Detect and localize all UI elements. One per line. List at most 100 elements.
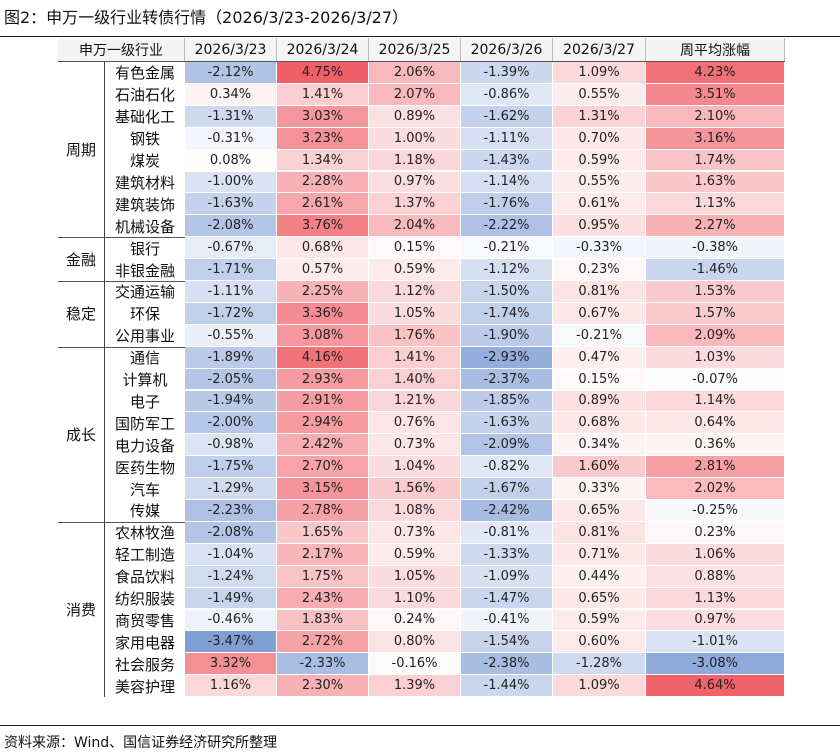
value-cell: 1.14%: [646, 390, 785, 413]
value-cell: 2.61%: [277, 193, 369, 216]
value-cell: 0.15%: [369, 237, 461, 260]
value-cell: -3.47%: [185, 631, 277, 654]
value-cell: 0.73%: [369, 521, 461, 544]
value-cell: 4.23%: [646, 62, 785, 84]
industry-name: 机械设备: [114, 217, 175, 236]
industry-name: 美容护理: [114, 677, 175, 696]
header-cell: 申万一级行业: [58, 38, 185, 61]
value-cell: 2.09%: [646, 324, 785, 347]
industry-name: 汽车: [129, 480, 160, 499]
value-cell: -0.55%: [185, 324, 277, 347]
value-cell: 0.59%: [369, 259, 461, 281]
value-cell: -2.42%: [461, 500, 553, 522]
value-cell: 0.36%: [646, 434, 785, 457]
value-cell: -3.08%: [646, 653, 785, 676]
industry-name: 钢铁: [129, 130, 160, 149]
value-cell: -1.49%: [185, 587, 277, 610]
value-cell: -1.54%: [461, 631, 553, 654]
value-cell: 1.53%: [646, 281, 785, 303]
value-cell: -0.67%: [185, 237, 277, 260]
value-cell: 0.97%: [646, 609, 785, 632]
header-cell: 2026/3/24: [277, 38, 369, 61]
value-cell: 0.68%: [277, 237, 369, 260]
source-note: 资料来源：Wind、国信证券经济研究所整理: [4, 735, 278, 751]
group-label: 成长: [58, 346, 105, 522]
value-cell: 0.95%: [553, 215, 646, 238]
value-cell: 0.81%: [553, 521, 646, 544]
industry-name: 石油石化: [114, 86, 175, 105]
value-cell: -1.11%: [185, 281, 277, 303]
value-cell: 2.94%: [277, 412, 369, 435]
value-cell: -1.14%: [461, 171, 553, 194]
value-cell: 2.42%: [277, 434, 369, 457]
value-cell: -1.01%: [646, 631, 785, 654]
value-cell: -0.38%: [646, 237, 785, 260]
value-cell: -2.08%: [185, 521, 277, 544]
header-cell: 2026/3/26: [461, 38, 553, 61]
value-cell: -2.22%: [461, 215, 553, 238]
value-cell: -1.29%: [185, 478, 277, 500]
industry-name: 非银金融: [114, 261, 175, 280]
value-cell: 0.55%: [553, 171, 646, 194]
value-cell: -1.90%: [461, 324, 553, 347]
industry-name: 食品饮料: [114, 568, 175, 587]
industry-name: 电子: [129, 392, 160, 411]
header-cell: 2026/3/25: [369, 38, 461, 61]
value-cell: 1.39%: [369, 675, 461, 698]
value-cell: -0.41%: [461, 609, 553, 632]
value-cell: 0.97%: [369, 171, 461, 194]
top-rule: [0, 36, 840, 37]
value-cell: 4.64%: [646, 675, 785, 698]
value-cell: 3.51%: [646, 83, 785, 106]
value-cell: 2.02%: [646, 478, 785, 500]
industry-name: 通信: [129, 349, 160, 368]
value-cell: -1.12%: [461, 259, 553, 281]
value-cell: 2.06%: [369, 62, 461, 84]
value-cell: 2.81%: [646, 456, 785, 479]
value-cell: -2.33%: [277, 653, 369, 676]
value-cell: 1.56%: [369, 478, 461, 500]
value-cell: -2.12%: [185, 62, 277, 84]
value-cell: 1.41%: [277, 83, 369, 106]
industry-name: 商贸零售: [114, 611, 175, 630]
value-cell: 2.07%: [369, 83, 461, 106]
value-cell: 1.09%: [553, 675, 646, 698]
value-cell: 0.65%: [553, 587, 646, 610]
value-cell: -1.33%: [461, 543, 553, 566]
value-cell: -1.47%: [461, 587, 553, 610]
value-cell: 1.34%: [277, 149, 369, 172]
value-cell: 3.76%: [277, 215, 369, 238]
value-cell: -0.98%: [185, 434, 277, 457]
value-cell: 1.75%: [277, 565, 369, 588]
value-cell: 0.15%: [553, 368, 646, 391]
value-cell: 0.59%: [553, 609, 646, 632]
value-cell: -0.31%: [185, 127, 277, 150]
industry-name: 基础化工: [114, 108, 175, 127]
value-cell: -1.39%: [461, 62, 553, 84]
value-cell: 3.16%: [646, 127, 785, 150]
value-cell: -1.72%: [185, 302, 277, 325]
value-cell: -1.74%: [461, 302, 553, 325]
value-cell: 1.05%: [369, 565, 461, 588]
value-cell: -1.24%: [185, 565, 277, 588]
value-cell: 0.76%: [369, 412, 461, 435]
value-cell: 0.88%: [646, 565, 785, 588]
value-cell: 3.23%: [277, 127, 369, 150]
value-cell: 2.25%: [277, 281, 369, 303]
industry-name: 国防军工: [114, 414, 175, 433]
value-cell: 1.31%: [553, 105, 646, 128]
value-cell: 1.18%: [369, 149, 461, 172]
value-cell: 4.16%: [277, 346, 369, 369]
value-cell: 3.08%: [277, 324, 369, 347]
value-cell: 0.65%: [553, 500, 646, 522]
header-cell: 2026/3/27: [553, 38, 646, 61]
value-cell: -1.75%: [185, 456, 277, 479]
value-cell: -1.89%: [185, 346, 277, 369]
industry-name: 医药生物: [114, 458, 175, 477]
value-cell: 0.33%: [553, 478, 646, 500]
value-cell: -1.09%: [461, 565, 553, 588]
value-cell: 1.57%: [646, 302, 785, 325]
value-cell: 3.03%: [277, 105, 369, 128]
value-cell: 1.37%: [369, 193, 461, 216]
